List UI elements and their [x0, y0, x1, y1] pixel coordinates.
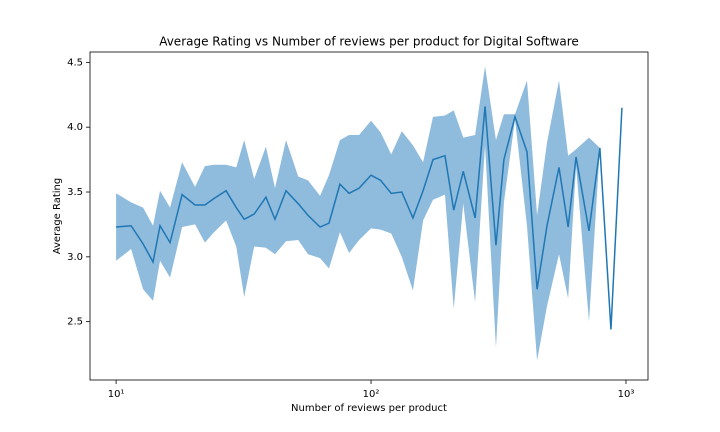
y-tick-label: 4.0 [67, 122, 83, 133]
chart-title: Average Rating vs Number of reviews per … [159, 35, 579, 49]
plot-frame [89, 51, 649, 381]
x-tick-label: 10³ [618, 389, 635, 400]
x-tick-label: 10² [363, 389, 380, 400]
y-tick-label: 4.5 [67, 57, 83, 68]
y-tick-label: 3.5 [67, 187, 83, 198]
y-axis-label: Average Rating [52, 178, 63, 254]
y-tick-label: 3.0 [67, 252, 83, 263]
confidence-band [116, 66, 622, 361]
y-tick-label: 2.5 [67, 317, 83, 328]
x-tick-label: 10¹ [108, 389, 125, 400]
x-axis-label: Number of reviews per product [291, 403, 447, 414]
line [116, 106, 623, 330]
